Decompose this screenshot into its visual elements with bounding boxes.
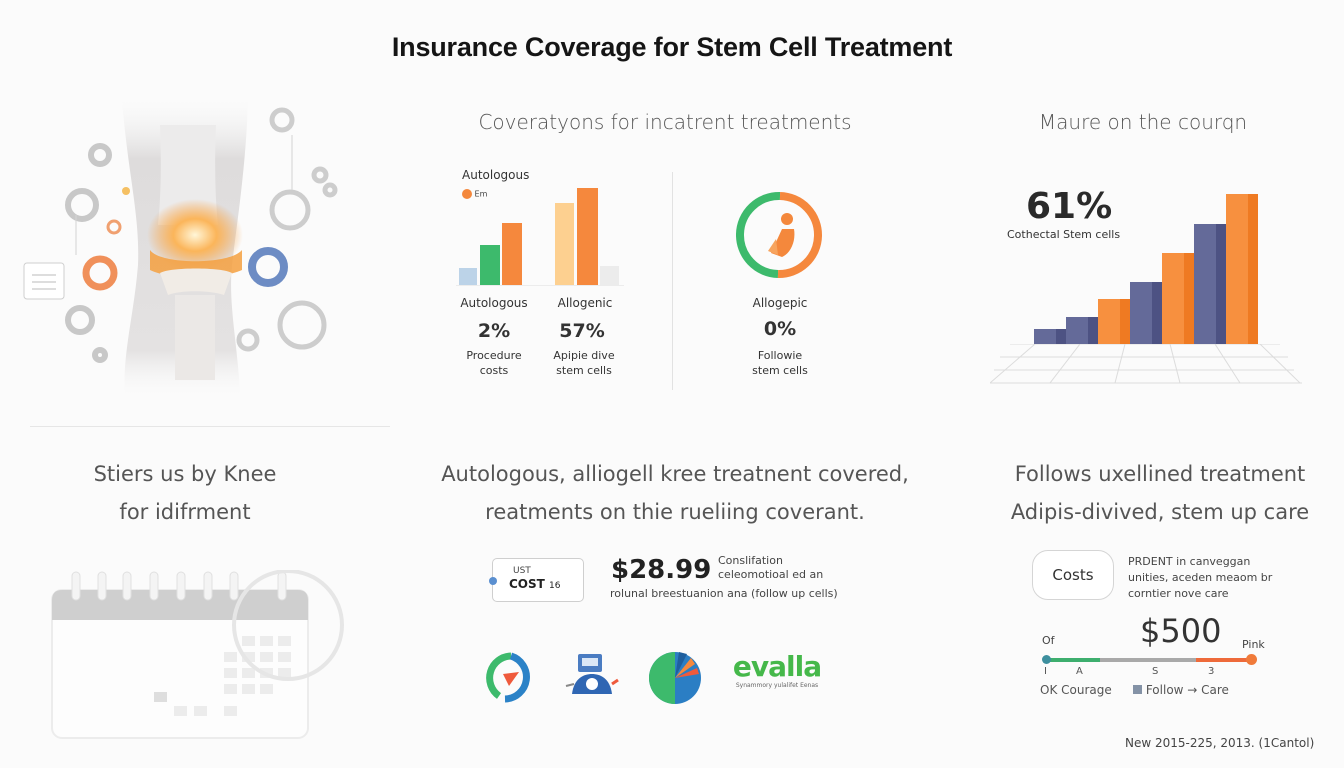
- scale-right-label: Pink: [1242, 638, 1265, 651]
- right-panel-title: Maure on the courqn: [1038, 110, 1248, 134]
- group-label-allogenic: Allogenic: [557, 296, 613, 310]
- bottom-center-text: Autologous, alliogell kree treatnent cov…: [441, 462, 909, 524]
- bar-allogenic-gray: [600, 266, 619, 285]
- bar-6: [1194, 224, 1226, 344]
- bar-allogenic-lightorange: [555, 203, 574, 285]
- bar-autologous-orange: [502, 223, 522, 285]
- page-title: Insurance Coverage for Stem Cell Treatme…: [391, 32, 953, 62]
- slider-start-handle[interactable]: [1042, 655, 1051, 664]
- group-caption-autologous: Procedure costs: [466, 349, 522, 377]
- bottom-left-text: Stiers us by Knee for idifrment: [93, 462, 277, 524]
- group-caption-allogenic: Apipie dive stem cells: [553, 349, 615, 377]
- bar-4: [1130, 282, 1162, 344]
- coverage-donut-chart: [736, 191, 824, 279]
- cost-badge-line2: COST 16: [509, 577, 561, 591]
- bar-3: [1098, 299, 1130, 344]
- bar-5: [1162, 253, 1194, 344]
- bottom-right-text: Follows uxellined treatment Adipis-diviv…: [1010, 462, 1310, 524]
- legend-swatch-icon: [1133, 685, 1142, 694]
- bar-7: [1226, 194, 1258, 344]
- evalla-logo[interactable]: evalla Synammory yulalifet Eenas: [732, 650, 822, 690]
- ring-logo-icon[interactable]: [485, 652, 537, 704]
- calendar-icon: [50, 569, 350, 745]
- price-note-footer: rolunal breestuanion ana (follow up cell…: [610, 587, 838, 600]
- doctor-robot-icon[interactable]: [564, 650, 620, 700]
- group-percent-autologous: 2%: [477, 320, 511, 342]
- bar-allogenic-orange: [577, 188, 598, 285]
- section-divider: [30, 426, 390, 427]
- group-label-autologous: Autologous: [460, 296, 528, 310]
- slider-end-handle[interactable]: [1246, 654, 1257, 665]
- price-value: $28.99: [611, 555, 712, 585]
- person-ring-icon: [736, 191, 822, 279]
- panel-divider: [672, 172, 673, 390]
- legend-item: Em: [462, 189, 487, 199]
- legend-follow-care: Follow → Care: [1133, 683, 1229, 697]
- coverage-slider[interactable]: [1042, 654, 1257, 665]
- cost-amount: $500: [1140, 612, 1222, 650]
- pin-dot-icon: [489, 577, 497, 585]
- footer-note: New 2015-225, 2013. (1Cantol): [1125, 736, 1315, 750]
- legend-heading: Autologous: [462, 168, 530, 182]
- donut-label: Allogepic: [752, 296, 808, 310]
- legend-item-label: Em: [474, 189, 488, 199]
- price-note: Conslifation celeomotioal ed an: [718, 554, 824, 581]
- stat-label: Cothectal Stem cells: [1007, 228, 1121, 241]
- costs-note: PRDENT in canveggan unities, aceden meao…: [1128, 555, 1273, 600]
- cost-badge: UST COST 16: [489, 558, 584, 602]
- stat-value: 61%: [1026, 186, 1113, 227]
- donut-percent: 0%: [763, 318, 797, 340]
- bar-autologous-green: [480, 245, 500, 285]
- scale-left-label: Of: [1042, 634, 1055, 647]
- coverage-bar-chart: [456, 186, 624, 286]
- pie-logo-icon[interactable]: [647, 650, 703, 706]
- bar-2: [1066, 317, 1098, 344]
- donut-caption: Followie stem cells: [752, 349, 808, 377]
- knee-illustration: [10, 95, 390, 395]
- knee-joint-icon: [23, 100, 338, 395]
- group-percent-allogenic: 57%: [559, 320, 605, 342]
- cost-badge-line1: UST: [513, 566, 531, 576]
- bar-1: [1034, 329, 1066, 344]
- center-panel-title: Coveratyons for incatrent treatments: [478, 110, 852, 134]
- costs-badge: Costs: [1032, 550, 1114, 600]
- growth-bar-chart: [1034, 190, 1266, 344]
- chart-floor-grid: [989, 343, 1302, 384]
- legend-dot-icon: [462, 189, 472, 199]
- bar-autologous-lightblue: [459, 268, 477, 285]
- legend-ok-courage: OK Courage: [1040, 683, 1112, 697]
